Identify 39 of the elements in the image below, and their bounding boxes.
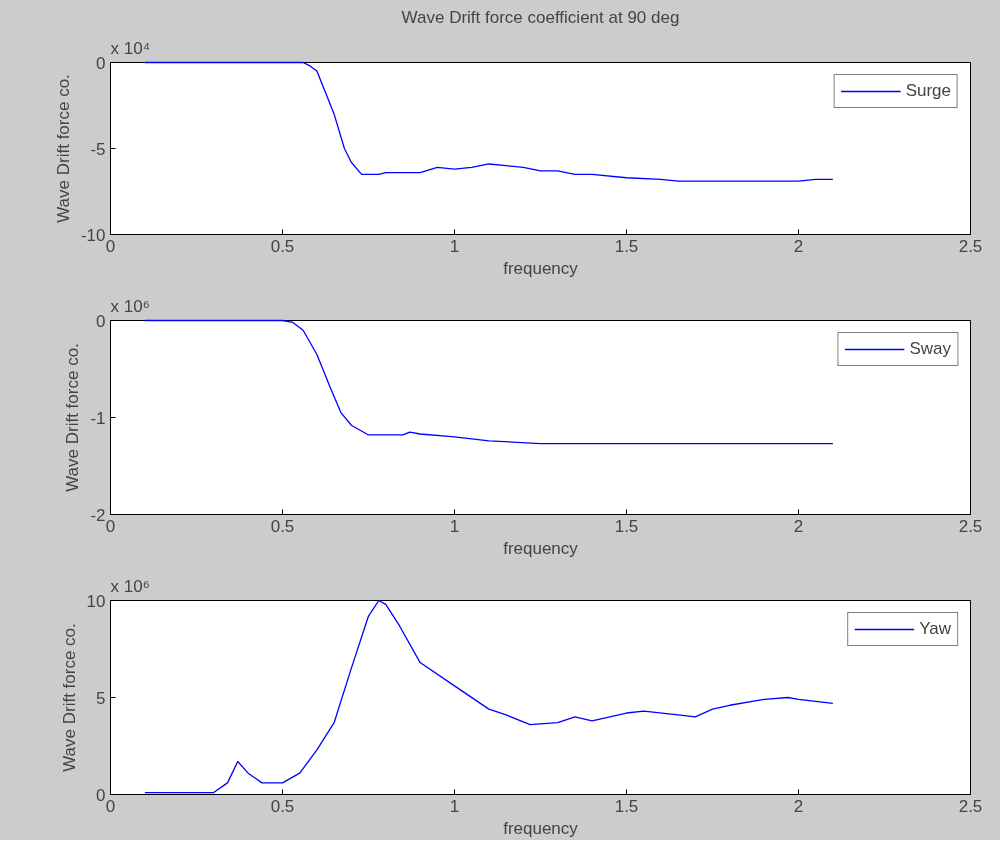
text: x 10⁶ xyxy=(110,296,150,316)
legend-label: Surge xyxy=(905,81,951,101)
x-axis-title: frequency xyxy=(503,818,579,838)
x-tick-label: 0.5 xyxy=(270,796,295,816)
x-tick-label: 0.5 xyxy=(270,516,295,536)
x-tick-label: 0.5 xyxy=(270,236,295,256)
x-tick-label: 1 xyxy=(449,796,460,816)
y-tick-label: -2 xyxy=(90,505,106,525)
text: x 10⁶ xyxy=(110,576,150,596)
y-tick-label: 0 xyxy=(96,53,106,73)
x-tick-label: 2.5 xyxy=(958,236,983,256)
x-tick-label: 2 xyxy=(793,796,804,816)
y-tick-label: 0 xyxy=(96,311,106,331)
line-series xyxy=(144,599,834,794)
x-tick-label: 2.5 xyxy=(958,796,983,816)
x-tick-label: 1 xyxy=(449,516,460,536)
x-axis-title: frequency xyxy=(503,538,579,558)
y-axis-title: Wave Drift force co. xyxy=(53,74,73,223)
y-tick-label: -5 xyxy=(90,139,106,159)
legend-label: Sway xyxy=(909,339,951,359)
text: x 10⁴ xyxy=(110,38,150,58)
chart-title: Wave Drift force coefficient at 90 deg xyxy=(401,7,680,27)
line-series xyxy=(144,61,834,182)
x-tick-label: 2 xyxy=(793,236,804,256)
y-axis-title: Wave Drift force co. xyxy=(63,343,83,492)
line-series xyxy=(144,319,834,445)
x-tick-label: 1.5 xyxy=(614,796,639,816)
x-tick-label: 2.5 xyxy=(958,516,983,536)
y-axis-title: Wave Drift force co. xyxy=(59,623,79,772)
x-tick-label: 1 xyxy=(449,236,460,256)
legend-label: Yaw xyxy=(919,619,951,639)
y-tick-label: 10 xyxy=(86,591,106,611)
x-axis-title: frequency xyxy=(503,258,579,278)
x-tick-label: 1.5 xyxy=(614,516,639,536)
x-tick-label: 1.5 xyxy=(614,236,639,256)
y-tick-label: -1 xyxy=(90,408,106,428)
y-tick-label: 5 xyxy=(96,688,106,708)
y-tick-label: -10 xyxy=(80,225,106,245)
x-tick-label: 2 xyxy=(793,516,804,536)
